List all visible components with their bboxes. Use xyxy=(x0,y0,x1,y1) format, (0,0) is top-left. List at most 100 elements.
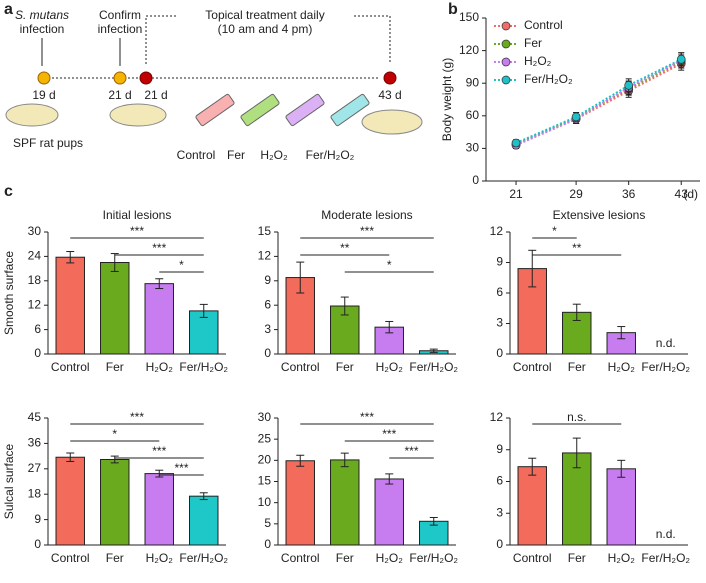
significance-label: *** xyxy=(404,444,418,458)
y-tick-label: 120 xyxy=(459,43,479,57)
x-tick-label: H₂O₂ xyxy=(146,551,174,565)
rat xyxy=(109,103,167,127)
y-tick-label: 15 xyxy=(258,224,272,238)
x-tick-label: Fer xyxy=(568,551,586,565)
x-tick-label: Control xyxy=(281,360,320,374)
significance-label: *** xyxy=(152,241,166,255)
bar xyxy=(144,283,174,355)
series-line xyxy=(515,59,682,147)
y-tick-label: 12 xyxy=(490,224,504,238)
x-axis-label: (d) xyxy=(683,187,698,201)
x-tick-label: Fer/H₂O₂ xyxy=(409,551,458,565)
day-label: 21 d xyxy=(108,88,131,102)
y-tick-label: 3 xyxy=(264,322,271,336)
rat xyxy=(5,103,59,127)
x-tick-label: Control xyxy=(513,360,552,374)
significance-label: * xyxy=(112,427,117,441)
significance-label: n.s. xyxy=(567,410,586,424)
step-label: Confirm xyxy=(99,8,141,22)
y-tick-label: 24 xyxy=(28,249,42,263)
bar xyxy=(285,460,315,546)
x-tick-label: 36 xyxy=(622,187,636,201)
y-tick-label: 36 xyxy=(28,436,42,450)
annotation: n.d. xyxy=(656,527,676,541)
day-label: 19 d xyxy=(32,88,55,102)
step-label: infection xyxy=(98,22,143,36)
significance-label: * xyxy=(387,258,392,272)
timepoint xyxy=(383,71,397,85)
y-tick-label: 0 xyxy=(34,537,41,551)
step-label: Topical treatment daily xyxy=(205,8,324,22)
bar xyxy=(330,459,360,546)
x-tick-label: Control xyxy=(281,551,320,565)
y-axis-label: Body weight (g) xyxy=(440,58,454,141)
significance-label: *** xyxy=(152,444,166,458)
group-label: Control xyxy=(177,148,216,162)
bracket xyxy=(354,15,391,64)
syringe xyxy=(330,93,370,127)
y-tick-label: 150 xyxy=(459,10,479,24)
legend-label: H₂O₂ xyxy=(524,54,552,68)
significance-label: ** xyxy=(572,241,582,255)
y-tick-label: 18 xyxy=(28,486,42,500)
bar xyxy=(100,458,130,546)
syringe xyxy=(240,93,280,127)
timepoint xyxy=(113,71,127,85)
syringe xyxy=(195,93,235,127)
x-tick-label: Fer xyxy=(106,360,124,374)
x-tick-label: Fer xyxy=(568,360,586,374)
y-tick-label: 3 xyxy=(496,316,503,330)
y-tick-label: 6 xyxy=(496,474,503,488)
y-tick-label: 12 xyxy=(258,249,272,263)
y-tick-label: 0 xyxy=(264,346,271,360)
y-tick-label: 9 xyxy=(264,273,271,287)
y-tick-label: 6 xyxy=(264,297,271,311)
rat xyxy=(361,109,423,135)
x-tick-label: Fer/H₂O₂ xyxy=(179,551,228,565)
x-tick-label: Fer xyxy=(336,551,354,565)
y-tick-label: 10 xyxy=(258,495,272,509)
y-tick-label: 0 xyxy=(34,346,41,360)
bar xyxy=(606,468,636,546)
bar xyxy=(55,456,85,546)
y-tick-label: 0 xyxy=(472,173,479,187)
legend-label: Control xyxy=(524,18,563,32)
bar xyxy=(189,310,219,355)
step-label: infection xyxy=(20,22,65,36)
y-tick-label: 20 xyxy=(258,453,272,467)
y-tick-label: 12 xyxy=(490,410,504,424)
legend-marker xyxy=(501,21,511,31)
animal-label: SPF rat pups xyxy=(13,136,83,150)
group-label: H₂O₂ xyxy=(260,148,288,162)
y-tick-label: 3 xyxy=(496,505,503,519)
y-tick-label: 25 xyxy=(258,431,272,445)
y-tick-label: 0 xyxy=(496,537,503,551)
x-tick-label: H₂O₂ xyxy=(608,360,636,374)
x-tick-label: Fer/H₂O₂ xyxy=(409,360,458,374)
significance-label: ** xyxy=(340,241,350,255)
protocol-diagram: S. mutans infection Confirm infection To… xyxy=(5,8,423,162)
significance-label: *** xyxy=(382,427,396,441)
y-tick-label: 45 xyxy=(28,410,42,424)
panel-label: a xyxy=(4,1,13,18)
x-tick-label: Fer xyxy=(336,360,354,374)
x-tick-label: Control xyxy=(513,551,552,565)
bar xyxy=(517,466,547,546)
panel-label: b xyxy=(448,1,458,18)
legend-marker xyxy=(501,57,511,67)
series-line xyxy=(515,58,682,144)
y-tick-label: 60 xyxy=(466,108,480,122)
bracket xyxy=(145,15,178,64)
bar xyxy=(189,495,219,546)
y-tick-label: 12 xyxy=(28,297,42,311)
legend-marker xyxy=(501,75,511,85)
x-tick-label: H₂O₂ xyxy=(146,360,174,374)
y-tick-label: 30 xyxy=(258,410,272,424)
x-tick-label: Control xyxy=(51,360,90,374)
annotation: n.d. xyxy=(656,336,676,350)
panel-label: c xyxy=(4,183,13,200)
significance-label: *** xyxy=(360,224,374,238)
x-tick-label: Fer/H₂O₂ xyxy=(179,360,228,374)
y-tick-label: 90 xyxy=(466,75,480,89)
